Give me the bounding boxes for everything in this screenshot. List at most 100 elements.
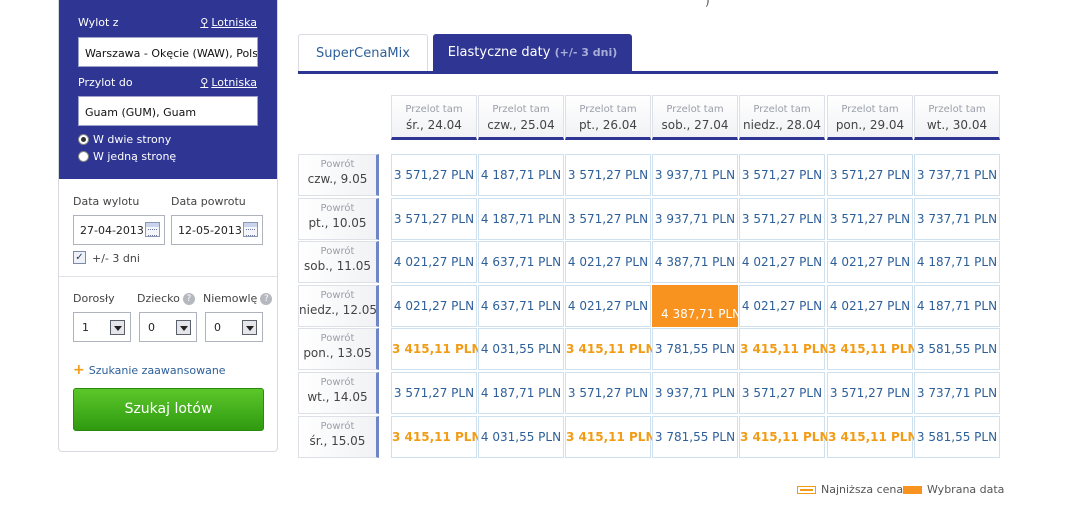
price-cell[interactable]: 3 571,27 PLN bbox=[827, 198, 913, 240]
route-section: Wylot z ⚲ Lotniska Warszawa - Okęcie (WA… bbox=[59, 0, 277, 179]
price-cell-selected[interactable]: 4 387,71 PLN bbox=[652, 285, 741, 327]
price-cell[interactable]: 4 031,55 PLN bbox=[478, 328, 564, 370]
calendar-icon[interactable] bbox=[243, 222, 258, 237]
children-select[interactable]: 0 bbox=[139, 312, 197, 342]
price-cell[interactable]: 3 781,55 PLN bbox=[652, 416, 738, 458]
price-cell[interactable]: 3 571,27 PLN bbox=[565, 198, 651, 240]
price-cell[interactable]: 3 415,11 PLN bbox=[391, 328, 482, 370]
price-cell[interactable]: 3 415,11 PLN bbox=[565, 328, 656, 370]
outbound-date-header: Przelot tam pt., 26.04 bbox=[565, 95, 651, 140]
outbound-header-date: niedz., 28.04 bbox=[742, 118, 822, 132]
outbound-header-prefix: Przelot tam bbox=[579, 104, 637, 115]
return-date-header: Powrót czw., 9.05 bbox=[298, 154, 379, 196]
price-cell[interactable]: 4 021,27 PLN bbox=[739, 285, 825, 327]
round-trip-label: W dwie strony bbox=[93, 133, 172, 146]
price-cell[interactable]: 4 021,27 PLN bbox=[391, 285, 477, 327]
outbound-header-prefix: Przelot tam bbox=[841, 104, 899, 115]
return-header-date: śr., 15.05 bbox=[309, 434, 366, 448]
infants-value: 0 bbox=[214, 321, 221, 334]
price-cell[interactable]: 3 415,11 PLN bbox=[739, 416, 830, 458]
price-cell[interactable]: 3 737,71 PLN bbox=[914, 372, 1000, 414]
price-cell[interactable]: 3 737,71 PLN bbox=[914, 198, 1000, 240]
price-cell[interactable]: 3 415,11 PLN bbox=[827, 328, 918, 370]
calendar-icon[interactable] bbox=[145, 222, 160, 237]
return-date-header: Powrót pt., 10.05 bbox=[298, 198, 379, 240]
advanced-search-link[interactable]: + Szukanie zaawansowane bbox=[73, 362, 226, 378]
price-cell[interactable]: 4 387,71 PLN bbox=[652, 241, 738, 283]
to-input[interactable]: Guam (GUM), Guam bbox=[78, 96, 258, 126]
return-date-value: 12-05-2013 bbox=[178, 224, 242, 237]
help-icon[interactable]: ? bbox=[260, 293, 273, 305]
outbound-date-header: Przelot tam śr., 24.04 bbox=[391, 95, 477, 140]
to-airports-link-label: Lotniska bbox=[211, 76, 257, 89]
plus-icon: + bbox=[73, 362, 85, 378]
price-cell[interactable]: 3 571,27 PLN bbox=[739, 154, 825, 196]
advanced-search-label: Szukanie zaawansowane bbox=[88, 363, 226, 377]
price-cell[interactable]: 3 571,27 PLN bbox=[827, 372, 913, 414]
price-cell[interactable]: 3 937,71 PLN bbox=[652, 154, 738, 196]
price-cell[interactable]: 4 637,71 PLN bbox=[478, 285, 564, 327]
one-way-radio[interactable]: W jedną stronę bbox=[78, 150, 176, 163]
tab-flexible-dates[interactable]: Elastyczne daty (+/- 3 dni) bbox=[433, 34, 632, 72]
price-cell[interactable]: 4 021,27 PLN bbox=[391, 241, 477, 283]
price-cell[interactable]: 4 021,27 PLN bbox=[565, 241, 651, 283]
return-header-prefix: Powrót bbox=[320, 246, 355, 257]
price-cell[interactable]: 4 637,71 PLN bbox=[478, 241, 564, 283]
outbound-header-date: śr., 24.04 bbox=[406, 118, 462, 132]
outbound-date-header: Przelot tam wt., 30.04 bbox=[914, 95, 1000, 140]
price-cell[interactable]: 3 415,11 PLN bbox=[739, 328, 830, 370]
outbound-header-date: czw., 25.04 bbox=[487, 118, 555, 132]
price-cell[interactable]: 4 187,71 PLN bbox=[478, 372, 564, 414]
price-cell[interactable]: 4 187,71 PLN bbox=[914, 241, 1000, 283]
price-cell[interactable]: 3 415,11 PLN bbox=[391, 416, 482, 458]
price-cell[interactable]: 3 581,55 PLN bbox=[914, 328, 1000, 370]
to-airports-link[interactable]: ⚲ Lotniska bbox=[200, 76, 257, 89]
round-trip-radio[interactable]: W dwie strony bbox=[78, 133, 171, 146]
price-cell[interactable]: 3 571,27 PLN bbox=[391, 154, 477, 196]
to-label: Przylot do bbox=[78, 76, 133, 89]
price-cell[interactable]: 3 571,27 PLN bbox=[565, 372, 651, 414]
price-cell[interactable]: 3 415,11 PLN bbox=[565, 416, 656, 458]
adults-select[interactable]: 1 bbox=[73, 312, 131, 342]
return-header-prefix: Powrót bbox=[320, 333, 355, 344]
price-cell[interactable]: 3 571,27 PLN bbox=[739, 198, 825, 240]
infants-select[interactable]: 0 bbox=[205, 312, 263, 342]
departure-date-value: 27-04-2013 bbox=[80, 224, 144, 237]
key-icon: ⚲ bbox=[200, 76, 209, 89]
help-icon[interactable]: ? bbox=[182, 293, 195, 305]
return-header-date: sob., 11.05 bbox=[303, 259, 371, 273]
price-cell[interactable]: 3 581,55 PLN bbox=[914, 416, 1000, 458]
children-value: 0 bbox=[148, 321, 155, 334]
price-cell[interactable]: 4 021,27 PLN bbox=[827, 285, 913, 327]
price-cell[interactable]: 3 937,71 PLN bbox=[652, 372, 738, 414]
search-flights-button[interactable]: Szukaj lotów bbox=[73, 388, 264, 431]
outbound-header-prefix: Przelot tam bbox=[405, 104, 463, 115]
price-cell[interactable]: 4 187,71 PLN bbox=[478, 198, 564, 240]
price-cell[interactable]: 3 571,27 PLN bbox=[739, 372, 825, 414]
departure-date-input[interactable]: 27-04-2013 bbox=[73, 215, 165, 245]
price-cell[interactable]: 3 737,71 PLN bbox=[914, 154, 1000, 196]
outbound-header-date: sob., 27.04 bbox=[661, 118, 729, 132]
price-cell[interactable]: 3 571,27 PLN bbox=[565, 154, 651, 196]
tab-supercenamix[interactable]: SuperCenaMix bbox=[298, 34, 428, 72]
price-cell[interactable]: 4 031,55 PLN bbox=[478, 416, 564, 458]
price-cell[interactable]: 4 021,27 PLN bbox=[565, 285, 651, 327]
price-cell[interactable]: 3 571,27 PLN bbox=[391, 198, 477, 240]
return-date-input[interactable]: 12-05-2013 bbox=[171, 215, 263, 245]
price-cell[interactable]: 4 187,71 PLN bbox=[478, 154, 564, 196]
price-cell[interactable]: 3 415,11 PLN bbox=[827, 416, 918, 458]
flex-dates-checkbox[interactable]: ✓ bbox=[73, 251, 86, 264]
legend-selected-label: Wybrana data bbox=[927, 483, 1005, 496]
price-cell[interactable]: 4 021,27 PLN bbox=[739, 241, 825, 283]
price-cell[interactable]: 4 021,27 PLN bbox=[827, 241, 913, 283]
price-cell[interactable]: 4 187,71 PLN bbox=[914, 285, 1000, 327]
return-date-header: Powrót wt., 14.05 bbox=[298, 372, 379, 414]
outbound-date-header: Przelot tam pon., 29.04 bbox=[827, 95, 913, 140]
from-input[interactable]: Warszawa - Okęcie (WAW), Polska bbox=[78, 37, 258, 67]
return-header-prefix: Powrót bbox=[320, 159, 355, 170]
from-airports-link[interactable]: ⚲ Lotniska bbox=[200, 16, 257, 29]
price-cell[interactable]: 3 571,27 PLN bbox=[827, 154, 913, 196]
price-cell[interactable]: 3 781,55 PLN bbox=[652, 328, 738, 370]
price-cell[interactable]: 3 937,71 PLN bbox=[652, 198, 738, 240]
price-cell[interactable]: 3 571,27 PLN bbox=[391, 372, 477, 414]
